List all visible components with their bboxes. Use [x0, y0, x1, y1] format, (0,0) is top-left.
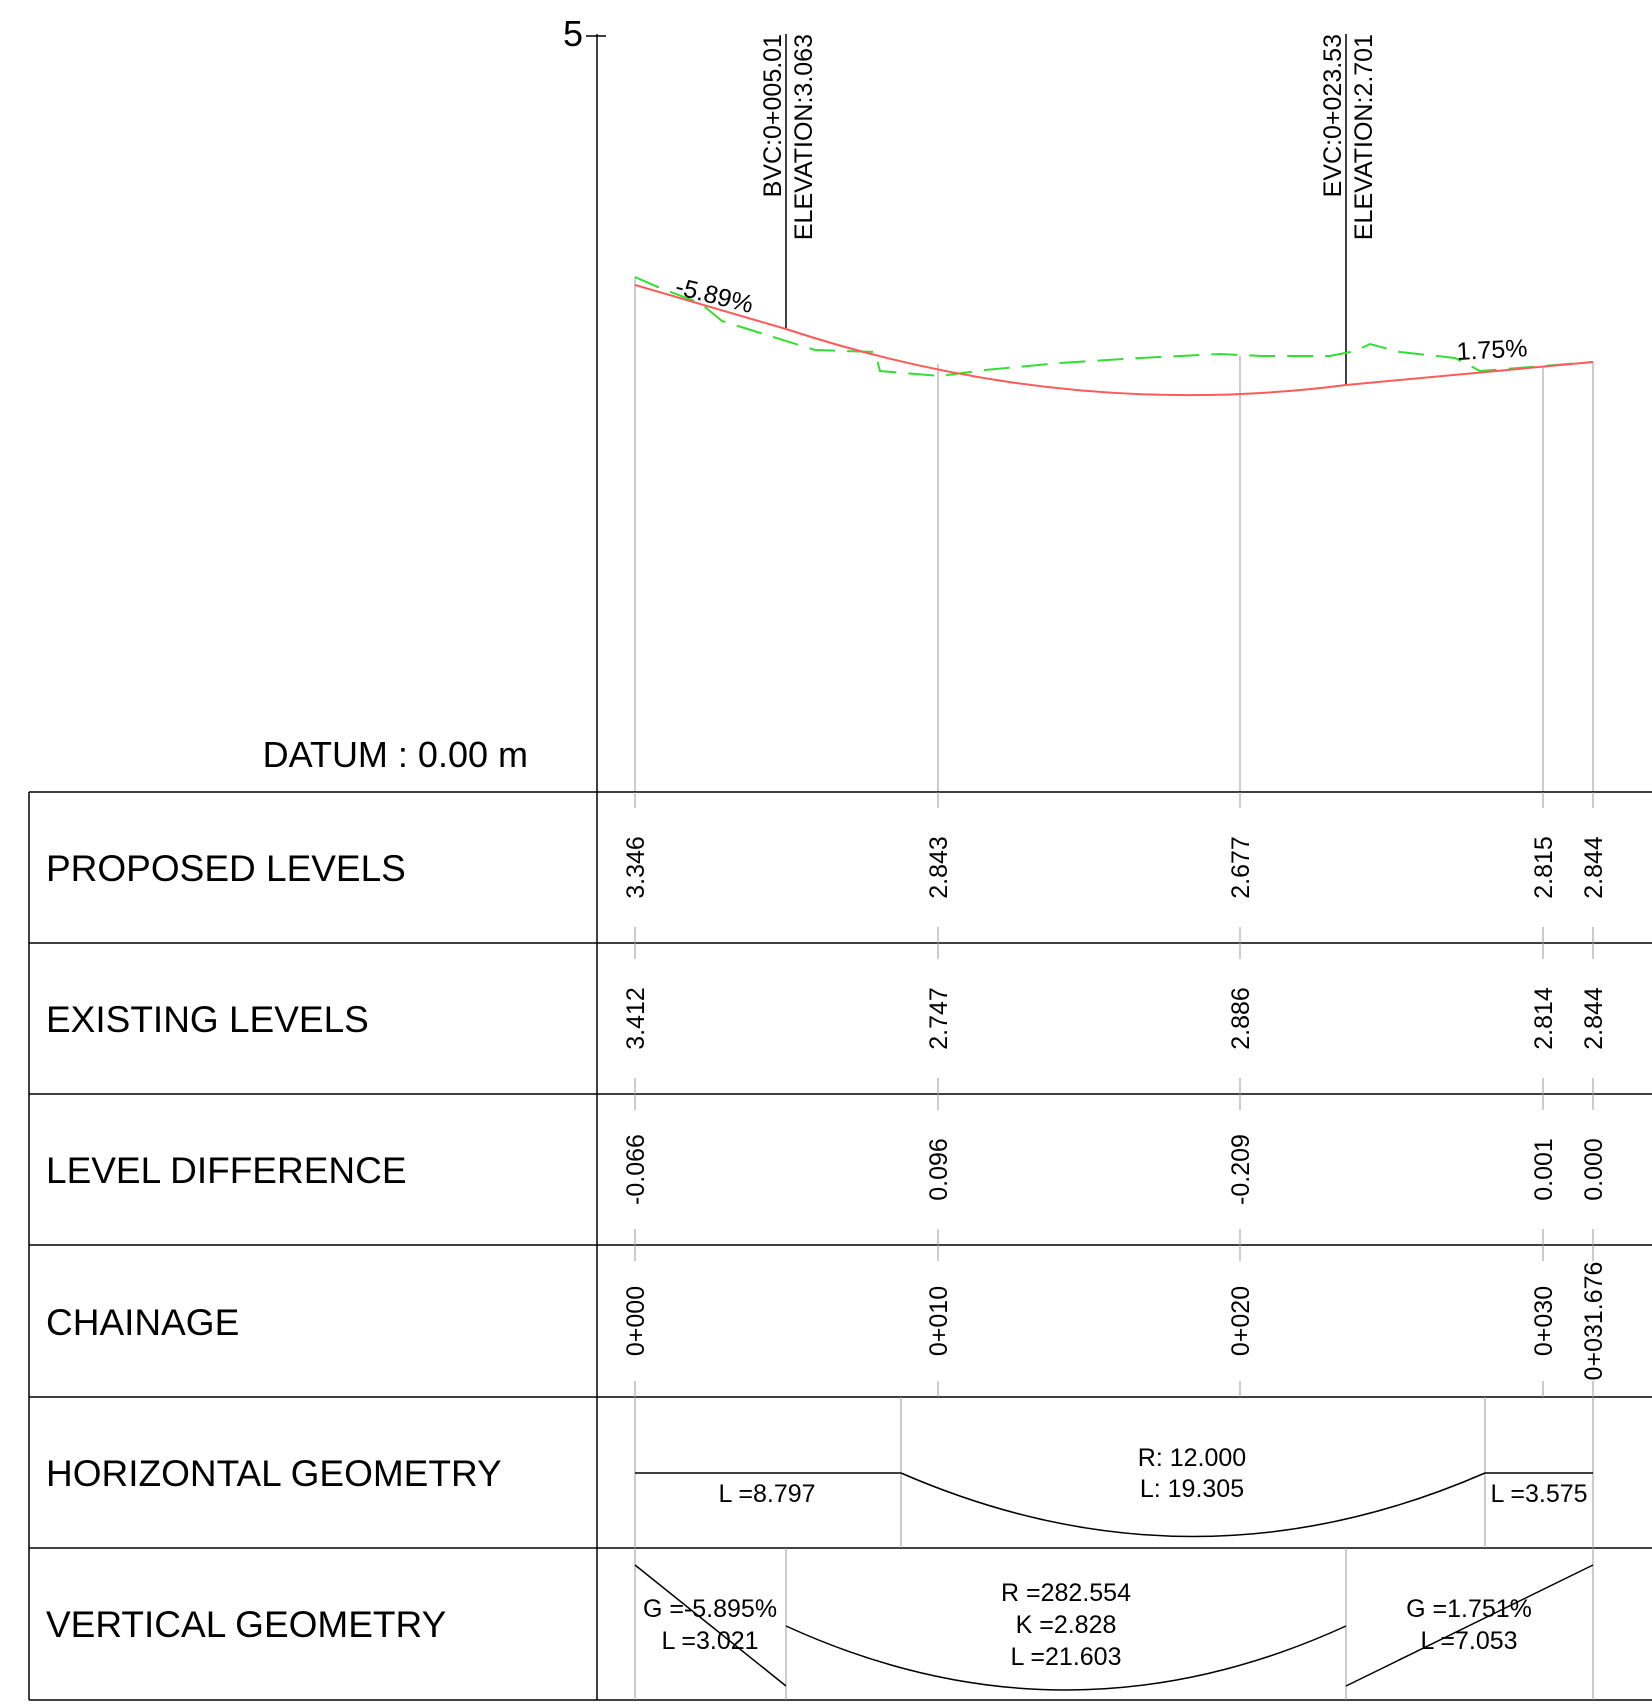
vg-curve-k: K =2.828: [1016, 1611, 1117, 1639]
row-label-vertical-geometry: VERTICAL GEOMETRY: [46, 1604, 446, 1645]
elevation-axis-tick-label: 5: [563, 13, 583, 54]
difference-value: -0.209: [1227, 1134, 1255, 1205]
station-guides: [634, 277, 1594, 792]
evc-station-text: EVC:0+023.53: [1319, 34, 1347, 197]
grade-out-label: 1.75%: [1456, 334, 1528, 366]
existing-ground-line: [634, 276, 1594, 378]
row-label-level-difference: LEVEL DIFFERENCE: [46, 1150, 407, 1191]
station-cells: 3.346 2.843 2.677 2.815 2.844 3.412 2.747 2.886…: [622, 792, 1608, 1397]
hg-tangent-1-length: L =8.797: [718, 1480, 815, 1508]
chainage-value: 0+000: [622, 1286, 650, 1356]
existing-value: 3.412: [622, 987, 650, 1050]
existing-value: 2.747: [925, 987, 953, 1050]
horizontal-geometry-graphic: L =8.797 R: 12.000 L: 19.305 L =3.575: [634, 1397, 1594, 1548]
bvc-elevation-text: ELEVATION:3.063: [790, 34, 818, 240]
evc-elevation-text: ELEVATION:2.701: [1350, 34, 1378, 240]
difference-value: 0.096: [925, 1138, 953, 1201]
vg-grade-1: G =-5.895%: [643, 1595, 777, 1623]
vg-grade-2: G =1.751%: [1406, 1595, 1532, 1623]
hg-tangent-2-length: L =3.575: [1490, 1480, 1587, 1508]
proposed-value: 2.815: [1530, 836, 1558, 899]
difference-value: 0.001: [1530, 1138, 1558, 1201]
evc-annotation: ELEVATION:2.701: [1350, 34, 1378, 240]
datum-label: DATUM : 0.00 m: [263, 734, 528, 775]
bvc-annotation: ELEVATION:3.063: [790, 34, 818, 240]
vg-grade-2-line: [1345, 1564, 1594, 1687]
existing-value: 2.886: [1227, 987, 1255, 1050]
row-label-horizontal-geometry: HORIZONTAL GEOMETRY: [46, 1453, 502, 1494]
vg-grade-1-length: L =3.021: [661, 1627, 758, 1655]
existing-value: 2.844: [1580, 987, 1608, 1050]
row-label-chainage: CHAINAGE: [46, 1302, 239, 1343]
evc-annotation: EVC:0+023.53: [1319, 34, 1347, 197]
proposed-value: 2.843: [925, 836, 953, 899]
difference-value: -0.066: [622, 1134, 650, 1205]
hg-curve-radius: R: 12.000: [1138, 1444, 1246, 1472]
row-label-proposed-levels: PROPOSED LEVELS: [46, 848, 406, 889]
proposed-value: 2.844: [1580, 836, 1608, 899]
vg-curve-l: L =21.603: [1011, 1643, 1122, 1671]
existing-value: 2.814: [1530, 987, 1558, 1050]
bvc-annotation: BVC:0+005.01: [759, 34, 787, 197]
proposed-profile-line: [634, 284, 1594, 397]
chainage-value: 0+031.676: [1580, 1262, 1608, 1381]
grade-in-label: -5.89%: [673, 273, 757, 319]
vg-grade-1-line: [634, 1564, 787, 1687]
chainage-value: 0+010: [925, 1286, 953, 1356]
chainage-value: 0+030: [1530, 1286, 1558, 1356]
bvc-station-text: BVC:0+005.01: [759, 34, 787, 197]
vertical-geometry-graphic: G =-5.895% L =3.021 R =282.554 K =2.828 …: [634, 1548, 1594, 1700]
row-label-existing-levels: EXISTING LEVELS: [46, 999, 369, 1040]
difference-value: 0.000: [1580, 1138, 1608, 1201]
vg-curve-r: R =282.554: [1001, 1579, 1131, 1607]
proposed-value: 3.346: [622, 836, 650, 899]
vg-grade-2-length: L =7.053: [1420, 1627, 1517, 1655]
chainage-value: 0+020: [1227, 1286, 1255, 1356]
proposed-value: 2.677: [1227, 836, 1255, 899]
hg-curve-length: L: 19.305: [1140, 1475, 1244, 1503]
hg-curve: [900, 1472, 1486, 1538]
vg-curve: [785, 1625, 1347, 1691]
